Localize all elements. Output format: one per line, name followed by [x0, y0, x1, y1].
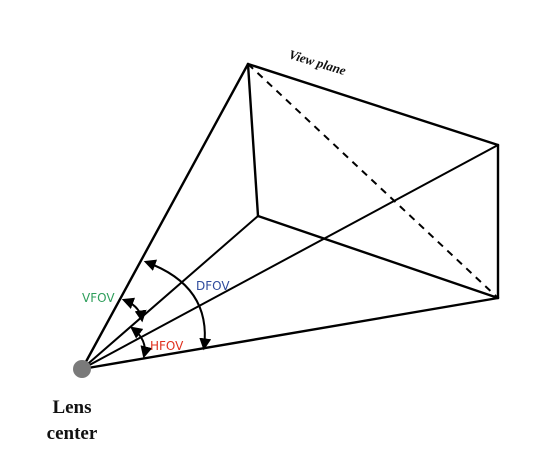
dfov-arc	[143, 259, 212, 351]
lens-center-label-line1: Lens	[52, 397, 91, 418]
hfov-arc	[130, 326, 153, 359]
view-plane-top-edge	[246, 62, 500, 147]
view-plane	[246, 62, 500, 300]
view-plane-label: View plane	[287, 47, 348, 79]
dfov-label: DFOV	[196, 279, 230, 293]
vfov-label: VFOV	[82, 291, 115, 305]
fov-arcs	[121, 259, 212, 359]
lens-center-dot	[73, 360, 91, 378]
frustum-edge-top-right	[81, 144, 499, 370]
frustum-edge-top-left	[80, 62, 250, 371]
view-plane-bottom-edge	[256, 214, 500, 300]
view-plane-diagonal	[247, 63, 499, 299]
frustum-edge-bottom-right	[80, 296, 500, 371]
hfov-label: HFOV	[150, 339, 184, 353]
view-plane-left-edge	[246, 62, 260, 218]
frustum-edges	[80, 62, 500, 371]
vfov-arc	[121, 297, 147, 323]
lens-center-label-line2: center	[47, 423, 98, 444]
